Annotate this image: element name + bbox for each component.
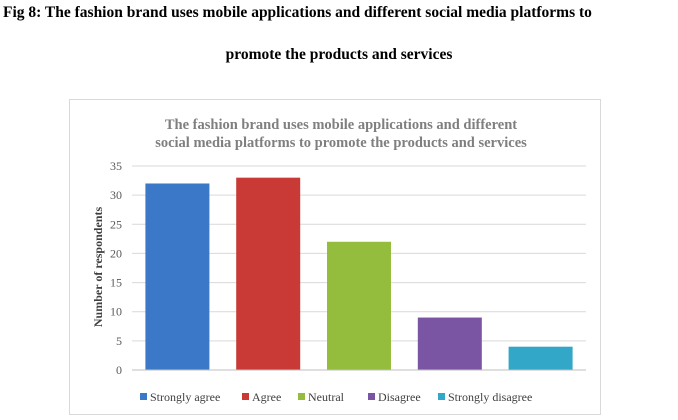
bar-strongly-agree	[145, 183, 210, 370]
y-axis-ticks: 0 5 10 15 20 25 30 35	[110, 159, 122, 377]
chart-title-line-2: social media platforms to promote the pr…	[155, 135, 527, 151]
bar-strongly-disagree	[508, 346, 573, 370]
legend-label: Neutral	[308, 390, 345, 404]
legend-swatch	[140, 393, 147, 400]
legend-label: Strongly disagree	[448, 390, 532, 404]
y-tick-label: 0	[116, 363, 122, 377]
legend: Strongly agree Agree Neutral Disagree Strong…	[140, 390, 532, 404]
figure-caption-line-2: promote the products and services	[225, 46, 453, 63]
y-tick-label: 35	[110, 159, 122, 173]
y-tick-label: 5	[116, 334, 122, 348]
y-tick-label: 30	[110, 188, 122, 202]
figure-caption-line-1: Fig 8: The fashion brand uses mobile app…	[3, 4, 592, 21]
bar-chart: 0 5 10 15 20 25 30 35 The fashion brand uses mo…	[91, 117, 586, 404]
legend-swatch	[368, 393, 375, 400]
legend-label: Strongly agree	[150, 390, 220, 404]
legend-label: Agree	[252, 390, 281, 404]
legend-label: Disagree	[378, 390, 421, 404]
legend-swatch	[298, 393, 305, 400]
chart-container: 0 5 10 15 20 25 30 35 The fashion brand uses mo…	[69, 99, 601, 415]
y-tick-label: 25	[110, 217, 122, 231]
y-tick-label: 15	[110, 276, 122, 290]
y-axis-label: Number of respondents	[91, 207, 105, 328]
bar-neutral	[327, 241, 391, 370]
legend-swatch	[438, 393, 445, 400]
y-tick-label: 10	[110, 305, 122, 319]
bar-disagree	[417, 317, 482, 370]
bar-agree	[236, 177, 301, 370]
chart-title-line-1: The fashion brand uses mobile applicatio…	[165, 117, 517, 133]
y-tick-label: 20	[110, 246, 122, 260]
bars	[145, 177, 573, 370]
legend-swatch	[242, 393, 249, 400]
